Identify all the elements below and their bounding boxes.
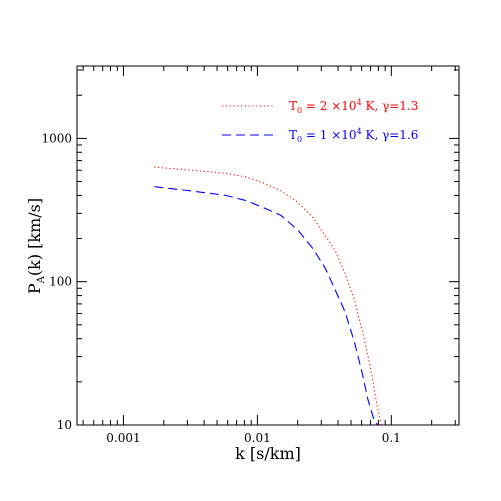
series-line-2 <box>154 186 379 426</box>
legend: T0 = 2 ×104 K, γ=1.3T0 = 1 ×104 K, γ=1.6 <box>222 98 418 144</box>
x-tick-label: 0.1 <box>382 431 401 445</box>
x-tick-label: 0.001 <box>106 431 140 445</box>
y-axis-label-sub: A <box>36 275 47 284</box>
y-tick-label: 1000 <box>41 131 72 145</box>
axis-ticks: 0.001 0.01 0.1 10 100 1000 <box>41 66 459 445</box>
legend-label-part: = 2 ×10 <box>302 99 356 113</box>
series-group <box>154 166 382 426</box>
x-tick-label: 0.01 <box>244 431 271 445</box>
series-line-1 <box>154 166 382 426</box>
y-axis-label: PA(k) [km/s] <box>25 198 47 294</box>
legend-label-part: 0 <box>297 135 302 144</box>
legend-label-1: T0 = 2 ×104 K, γ=1.3 <box>289 98 418 115</box>
y-axis-label-rest: (k) [km/s] <box>25 198 44 276</box>
legend-label-part: K, γ=1.6 <box>362 128 419 142</box>
legend-label-part: 0 <box>297 106 302 115</box>
axis-labels: k [s/km] PA(k) [km/s] <box>25 198 301 463</box>
legend-label-part: = 1 ×10 <box>302 128 356 142</box>
x-axis-label: k [s/km] <box>235 444 301 463</box>
y-tick-label: 100 <box>49 275 72 289</box>
legend-label-part: 4 <box>357 127 362 136</box>
legend-label-part: K, γ=1.3 <box>362 99 419 113</box>
legend-label-part: 4 <box>357 98 362 107</box>
y-axis-label-main: P <box>25 283 44 294</box>
legend-label-part: T <box>289 99 297 113</box>
plot-frame <box>76 65 460 426</box>
legend-label-2: T0 = 1 ×104 K, γ=1.6 <box>289 127 418 144</box>
legend-label-part: T <box>289 128 297 142</box>
y-tick-label: 10 <box>57 418 72 432</box>
